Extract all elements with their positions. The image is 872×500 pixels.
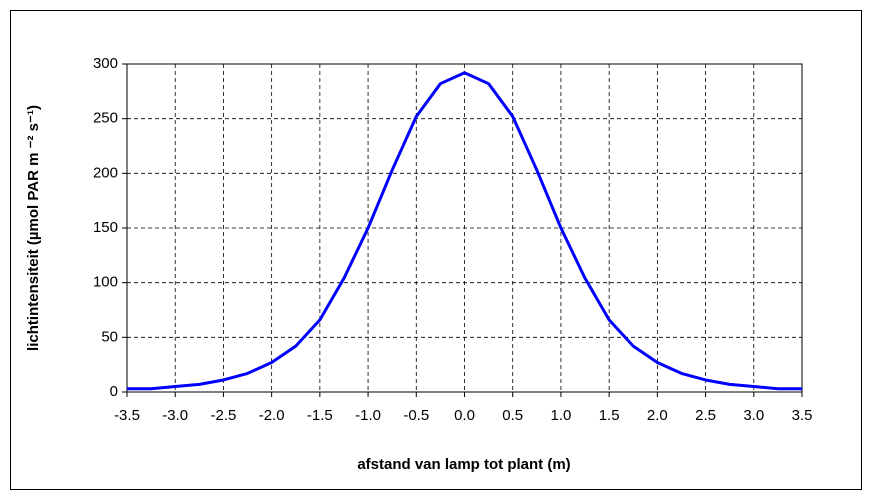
x-tick-label: -0.5 <box>403 407 429 424</box>
y-tick-label: 50 <box>101 328 118 345</box>
x-tick-label: -1.0 <box>355 407 381 424</box>
y-tick-label: 0 <box>110 383 118 400</box>
x-tick-label: 2.5 <box>695 407 716 424</box>
x-tick-label: 2.0 <box>647 407 668 424</box>
y-tick-label: 200 <box>93 164 118 181</box>
x-tick-label: 0.0 <box>454 407 475 424</box>
x-tick-label: 0.5 <box>502 407 523 424</box>
x-axis-title: afstand van lamp tot plant (m) <box>357 456 570 473</box>
x-tick-label: 3.5 <box>792 407 813 424</box>
x-tick-label: 3.0 <box>743 407 764 424</box>
x-tick-label: -3.5 <box>114 407 140 424</box>
x-tick-label: -3.0 <box>162 407 188 424</box>
x-tick-label: 1.5 <box>599 407 620 424</box>
y-tick-label: 250 <box>93 110 118 127</box>
plot-area <box>126 63 803 393</box>
x-tick-label: 1.0 <box>550 407 571 424</box>
x-tick-label: -1.5 <box>307 407 333 424</box>
y-tick-label: 150 <box>93 219 118 236</box>
y-tick-label: 100 <box>93 274 118 291</box>
y-tick-label: 300 <box>93 55 118 72</box>
x-tick-label: -2.0 <box>259 407 285 424</box>
x-tick-label: -2.5 <box>210 407 236 424</box>
y-axis-title: lichtintensiteit (µmol PAR m ⁻² s⁻¹) <box>25 105 42 351</box>
data-line <box>127 71 802 391</box>
